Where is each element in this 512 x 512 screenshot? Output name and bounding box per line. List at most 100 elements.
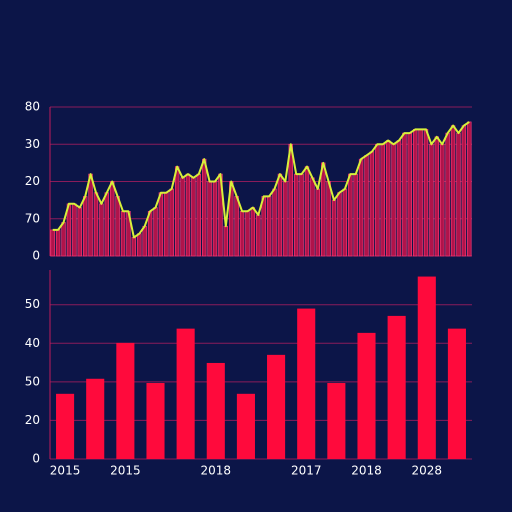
bar xyxy=(277,173,283,257)
bar xyxy=(88,173,93,257)
bar xyxy=(207,181,212,257)
bar xyxy=(61,222,66,257)
bar xyxy=(250,207,256,257)
bar xyxy=(326,181,331,257)
x-tick-label: 2017 xyxy=(291,464,322,478)
bar xyxy=(358,158,364,257)
y-tick-label: 20 xyxy=(25,174,40,188)
bar xyxy=(267,354,286,459)
bar xyxy=(445,132,450,257)
bar xyxy=(239,211,245,257)
bar xyxy=(266,196,272,257)
bar xyxy=(423,129,429,257)
bar xyxy=(283,181,288,257)
bar xyxy=(297,308,316,459)
bar xyxy=(120,211,126,257)
bar xyxy=(357,332,376,459)
bar xyxy=(450,125,456,257)
bar xyxy=(272,188,277,257)
y-tick-label: 50 xyxy=(25,374,40,388)
bar xyxy=(412,129,418,257)
bar xyxy=(315,188,321,257)
bar xyxy=(440,143,445,257)
bar xyxy=(164,192,169,257)
y-tick-label: 40 xyxy=(25,336,40,350)
y-tick-label: 80 xyxy=(25,100,40,114)
bar xyxy=(110,181,115,257)
bar xyxy=(116,342,135,459)
y-tick-label: 70 xyxy=(25,211,40,225)
bar xyxy=(169,188,174,257)
x-tick-label: 2018 xyxy=(201,464,232,478)
bar xyxy=(429,143,434,257)
line xyxy=(52,121,470,239)
bar xyxy=(396,140,402,257)
bar xyxy=(364,155,369,257)
bar xyxy=(353,173,358,257)
y-tick-label: 0 xyxy=(32,249,40,263)
bar xyxy=(348,173,353,257)
bar xyxy=(331,199,337,257)
bar xyxy=(55,229,61,257)
y-tick-label: 20 xyxy=(25,413,40,427)
bar xyxy=(223,225,229,257)
bar xyxy=(234,196,239,257)
bar xyxy=(380,143,385,257)
bar xyxy=(137,233,142,257)
bar xyxy=(236,393,255,459)
bar xyxy=(93,192,99,257)
bar xyxy=(131,237,137,257)
bar xyxy=(434,136,440,257)
bar xyxy=(212,181,218,257)
x-tick-label: 2015 xyxy=(110,464,141,478)
bar xyxy=(304,166,310,257)
bar xyxy=(153,207,158,257)
bar xyxy=(369,151,375,257)
bar xyxy=(146,383,165,459)
bar xyxy=(385,140,391,257)
bar xyxy=(142,225,147,257)
bar xyxy=(201,158,207,257)
bar xyxy=(180,177,185,257)
bar xyxy=(185,173,191,257)
bar xyxy=(104,192,110,257)
bar xyxy=(115,196,120,257)
bar xyxy=(158,192,164,257)
bar xyxy=(337,192,342,257)
bar xyxy=(321,162,326,257)
bar xyxy=(147,211,153,257)
bar xyxy=(407,132,412,257)
bar xyxy=(461,125,467,257)
bar xyxy=(417,276,436,459)
bar xyxy=(56,393,75,459)
x-tick-label: 2028 xyxy=(412,464,443,478)
bar xyxy=(174,166,180,257)
bar xyxy=(256,214,261,257)
bar xyxy=(245,211,250,257)
bar xyxy=(418,129,423,257)
bar xyxy=(456,132,461,257)
bar xyxy=(206,362,225,459)
bar xyxy=(402,132,407,257)
bar xyxy=(310,177,315,257)
y-tick-label: 30 xyxy=(25,137,40,151)
bar xyxy=(77,207,82,257)
bar xyxy=(327,383,346,459)
bar xyxy=(293,173,299,257)
bar xyxy=(467,121,472,257)
bar xyxy=(191,177,196,257)
y-tick-label: 50 xyxy=(25,297,40,311)
bar xyxy=(375,143,380,257)
x-tick-label: 2015 xyxy=(50,464,81,478)
y-tick-label: 0 xyxy=(32,452,40,466)
x-tick-label: 2018 xyxy=(351,464,382,478)
bar xyxy=(86,378,105,459)
bar xyxy=(176,328,195,459)
bar xyxy=(50,229,55,257)
bar xyxy=(72,203,77,257)
bar xyxy=(196,173,201,257)
bar xyxy=(391,143,396,257)
bar xyxy=(288,143,293,257)
bar xyxy=(99,203,104,257)
